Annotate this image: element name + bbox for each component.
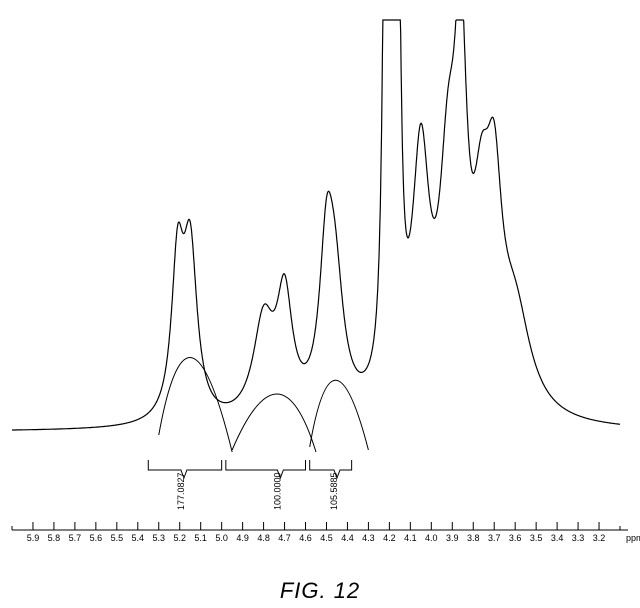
axis-tick-label: 4.3 (362, 533, 375, 543)
axis-tick-label: 5.7 (69, 533, 82, 543)
axis-tick-label: 5.3 (153, 533, 166, 543)
axis-tick-label: 5.5 (111, 533, 124, 543)
axis-tick-label: 5.6 (90, 533, 103, 543)
integral-value-2: 105.5885 (329, 472, 339, 510)
spectrum-trace (12, 20, 620, 430)
integral-value-1: 100.0000 (272, 472, 282, 510)
integral-value-0: 177.0827 (176, 472, 186, 510)
axis-tick-label: 3.6 (509, 533, 522, 543)
axis-tick-label: 4.9 (236, 533, 249, 543)
axis-tick-label: 3.4 (551, 533, 564, 543)
axis-tick-label: 3.9 (446, 533, 459, 543)
integral-curve-0 (159, 358, 232, 452)
nmr-figure: 5.9 5.8 5.7 5.6 5.5 5.4 5.3 5.2 5.1 5.0 4.9 4.8 4.7 4… (0, 0, 640, 608)
axis-unit-label: ppm (626, 533, 640, 543)
axis-tick-label: 4.2 (383, 533, 396, 543)
axis-tick-label: 3.7 (488, 533, 501, 543)
axis-tick-label: 3.8 (467, 533, 480, 543)
axis-tick-label: 4.4 (341, 533, 354, 543)
axis-tick-label: 3.3 (572, 533, 585, 543)
axis-tick-label: 4.8 (257, 533, 270, 543)
axis-tick-label: 4.6 (299, 533, 312, 543)
integral-bracket-1 (226, 460, 306, 478)
axis-tick-label: 4.5 (320, 533, 333, 543)
axis-tick-label: 3.2 (593, 533, 606, 543)
axis-tick-label: 4.7 (278, 533, 291, 543)
axis-tick-label: 5.1 (194, 533, 207, 543)
integral-curve-2 (310, 380, 369, 450)
axis-tick-label: 3.5 (530, 533, 543, 543)
integral-curve-1 (232, 394, 316, 452)
nmr-svg: 5.9 5.8 5.7 5.6 5.5 5.4 5.3 5.2 5.1 5.0 4.9 4.8 4.7 4… (0, 0, 640, 608)
axis-tick-label: 4.1 (404, 533, 417, 543)
axis-tick-label: 5.9 (27, 533, 40, 543)
figure-caption: FIG. 12 (0, 578, 640, 604)
axis-tick-label: 5.8 (48, 533, 61, 543)
axis-tick-label: 5.4 (132, 533, 145, 543)
axis-tick-label: 4.0 (425, 533, 438, 543)
axis-tick-label: 5.0 (215, 533, 228, 543)
axis-tick-label: 5.2 (173, 533, 186, 543)
